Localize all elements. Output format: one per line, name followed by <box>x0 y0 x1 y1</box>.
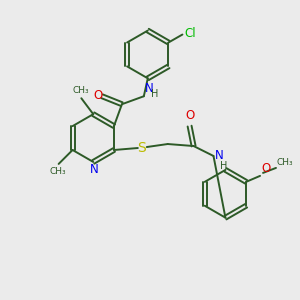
Text: N: N <box>214 149 223 163</box>
Text: Cl: Cl <box>184 27 196 40</box>
Text: CH₃: CH₃ <box>72 86 88 95</box>
Text: H: H <box>220 161 228 171</box>
Text: O: O <box>185 109 194 122</box>
Text: H: H <box>151 89 158 99</box>
Text: O: O <box>261 162 270 175</box>
Text: CH₃: CH₃ <box>49 167 66 176</box>
Text: CH₃: CH₃ <box>277 158 294 167</box>
Text: N: N <box>90 163 99 176</box>
Text: O: O <box>93 89 103 102</box>
Text: S: S <box>137 141 146 155</box>
Text: N: N <box>145 82 154 95</box>
